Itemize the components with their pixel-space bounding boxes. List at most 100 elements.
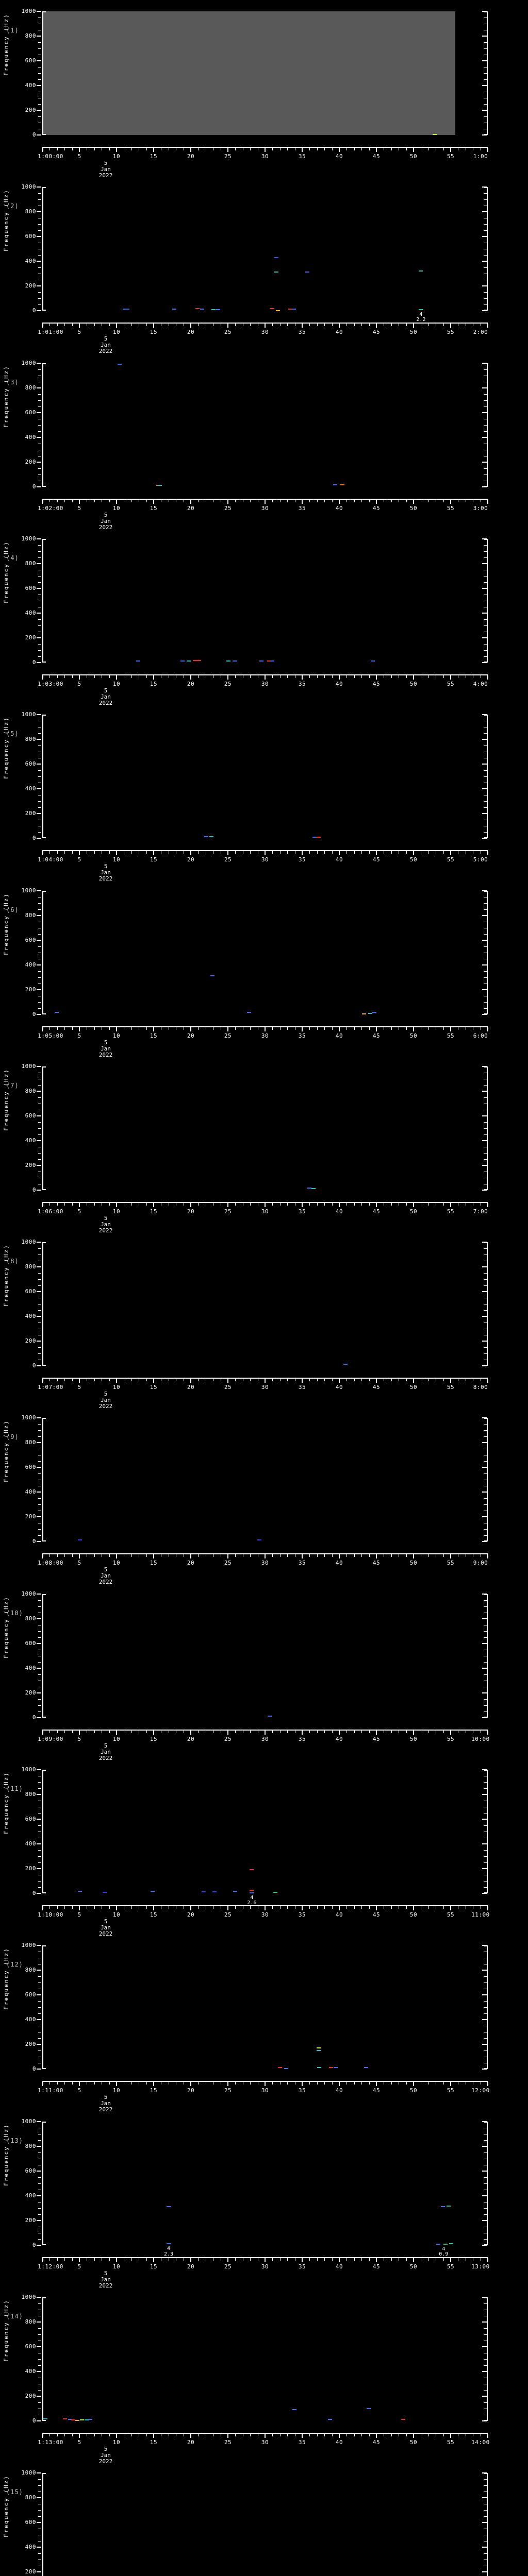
y-axis-right-cap-top (484, 1242, 488, 1244)
y-tick-left (37, 2522, 41, 2523)
date-line: 5 (104, 1214, 108, 1222)
y-tick-left (38, 551, 41, 552)
x-tick (413, 1379, 414, 1383)
panel-number: (1) (6, 27, 19, 34)
x-tick (369, 1027, 370, 1030)
x-tick (346, 675, 348, 678)
x-tick (79, 2433, 80, 2438)
y-tick-label: 400 (25, 2192, 36, 2199)
x-tick (450, 324, 451, 328)
y-tick-right (484, 298, 487, 299)
y-tick-right (484, 42, 487, 43)
x-tick (339, 2258, 340, 2262)
y-tick-right (482, 939, 487, 941)
x-tick (428, 851, 429, 854)
y-tick-right (482, 1717, 487, 1718)
x-tick (287, 148, 288, 150)
y-tick-label: 200 (25, 1337, 36, 1345)
x-axis-line (42, 2081, 488, 2082)
y-tick-left (37, 412, 41, 413)
x-tick (324, 1379, 325, 1382)
x-axis-cap-start (42, 1553, 43, 1558)
y-tick-right (484, 545, 487, 546)
x-tick (227, 1379, 228, 1383)
plot-area (43, 187, 455, 311)
x-tick-label: 15 (150, 1911, 158, 1918)
y-tick-right (484, 909, 487, 910)
x-tick (64, 2258, 65, 2261)
y-tick-right (484, 745, 487, 747)
y-tick-right (484, 79, 487, 80)
y-tick-left (37, 739, 41, 740)
x-tick (369, 1202, 370, 1206)
y-tick-right (484, 2553, 487, 2554)
x-tick (413, 1906, 414, 1910)
x-tick (324, 851, 325, 854)
y-tick-right (484, 1529, 487, 1530)
x-tick (317, 1027, 318, 1030)
plot-area (43, 538, 455, 663)
detection-mark (204, 836, 209, 837)
plot-area (43, 363, 455, 487)
y-tick-right (482, 1541, 487, 1543)
x-tick-label: 50 (409, 1208, 418, 1215)
y-axis-right (484, 11, 488, 135)
y-tick-label: 200 (25, 2568, 36, 2575)
x-tick-label: 10 (112, 2087, 121, 2094)
y-axis-left-cap-bottom (42, 2068, 46, 2070)
y-tick-right (484, 619, 487, 620)
x-tick (376, 1730, 377, 1735)
x-tick (428, 675, 429, 678)
x-tick-label: 35 (298, 2438, 306, 2446)
x-tick (272, 1379, 273, 1382)
x-tick-label: 45 (372, 680, 381, 687)
x-tick (265, 2258, 266, 2262)
x-tick (376, 1379, 377, 1383)
y-tick-right (484, 1631, 487, 1632)
x-tick (227, 1554, 228, 1559)
x-tick (190, 675, 191, 680)
plot-area (43, 2297, 455, 2421)
x-tick (346, 1730, 348, 1733)
y-tick-right (484, 394, 487, 395)
x-tick (339, 148, 340, 152)
y-tick-right (484, 2365, 487, 2366)
x-axis-end-label: 13:00 (471, 2263, 490, 2270)
y-tick-right (484, 2183, 487, 2184)
x-tick (487, 851, 488, 856)
x-tick (64, 1730, 65, 1733)
x-axis-start-label: 1:03:00 (38, 680, 63, 687)
detection-mark (209, 836, 213, 837)
x-tick (265, 148, 266, 152)
y-tick-right (482, 788, 487, 790)
y-tick-label: 800 (25, 1087, 36, 1094)
x-axis-date-stack: 5 Jan 2022 (93, 687, 119, 706)
y-tick-right (484, 1498, 487, 1499)
x-tick (324, 2082, 325, 2085)
x-tick (339, 1730, 340, 1735)
y-tick-left (38, 582, 41, 583)
y-tick-label: 1000 (21, 2469, 36, 2477)
x-tick-label: 55 (447, 1208, 455, 1215)
y-tick-right (482, 563, 487, 564)
x-tick-label: 10 (112, 1911, 121, 1918)
x-tick (354, 324, 355, 327)
y-tick-right (482, 538, 487, 539)
y-axis-right-cap-top (484, 715, 488, 716)
y-tick-right (482, 2121, 487, 2122)
x-tick-label: 45 (372, 856, 381, 863)
y-tick-right (484, 1430, 487, 1431)
y-tick-left (37, 2145, 41, 2147)
y-tick-left (38, 2485, 41, 2486)
y-tick-label: 400 (25, 2367, 36, 2375)
y-tick-right (482, 1164, 487, 1166)
x-tick (302, 851, 303, 856)
y-tick-left (38, 1498, 41, 1499)
x-tick (79, 1554, 80, 1559)
x-tick (354, 1554, 355, 1557)
x-tick (64, 1027, 65, 1030)
x-tick (94, 675, 95, 678)
x-tick (153, 324, 154, 328)
x-tick (369, 2433, 370, 2436)
y-tick-right (484, 650, 487, 651)
